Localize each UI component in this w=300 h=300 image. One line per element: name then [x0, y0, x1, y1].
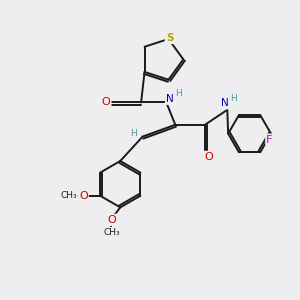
Text: F: F: [266, 135, 273, 145]
Text: O: O: [204, 152, 213, 162]
Text: N: N: [166, 94, 174, 104]
Text: H: H: [130, 129, 136, 138]
Text: H: H: [230, 94, 237, 103]
Text: N: N: [221, 98, 229, 108]
Text: H: H: [176, 89, 182, 98]
Text: O: O: [102, 98, 110, 107]
Text: O: O: [108, 215, 116, 225]
Text: O: O: [79, 191, 88, 201]
Text: CH₃: CH₃: [103, 228, 120, 237]
Text: CH₃: CH₃: [60, 191, 77, 200]
Text: S: S: [166, 32, 174, 43]
